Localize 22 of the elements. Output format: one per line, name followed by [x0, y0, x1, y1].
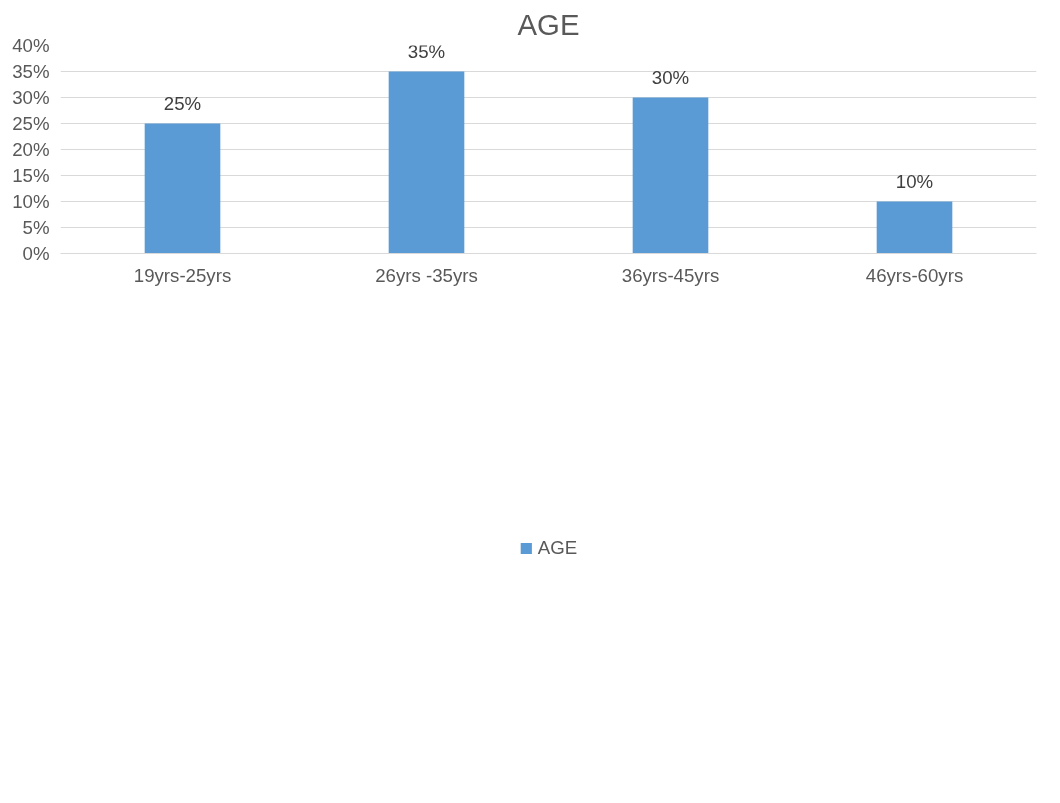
bar: [144, 123, 221, 254]
legend-label: AGE: [537, 537, 578, 559]
x-tick-label: 26yrs -35yrs: [375, 264, 478, 286]
y-tick-label: 0%: [22, 243, 50, 264]
bar: [388, 71, 465, 254]
text: 10%: [895, 170, 934, 192]
x-tick-label: 19yrs-25yrs: [133, 264, 232, 286]
text: 25%: [163, 92, 202, 114]
y-tick-label: 25%: [12, 113, 50, 134]
chart-title: AGE: [517, 7, 580, 41]
y-tick-label: 40%: [12, 35, 50, 56]
y-tick-label: 35%: [12, 61, 50, 82]
text: 30%: [651, 66, 690, 88]
x-tick-label: 36yrs-45yrs: [621, 264, 720, 286]
y-tick-label: 20%: [12, 139, 50, 160]
x-tick-label: 46yrs-60yrs: [865, 264, 964, 286]
bar: [876, 201, 953, 254]
y-tick-label: 10%: [12, 191, 50, 212]
bar: [632, 97, 709, 254]
y-tick-label: 15%: [12, 165, 50, 186]
y-tick-label: 5%: [22, 217, 50, 238]
y-tick-label: 30%: [12, 87, 50, 108]
